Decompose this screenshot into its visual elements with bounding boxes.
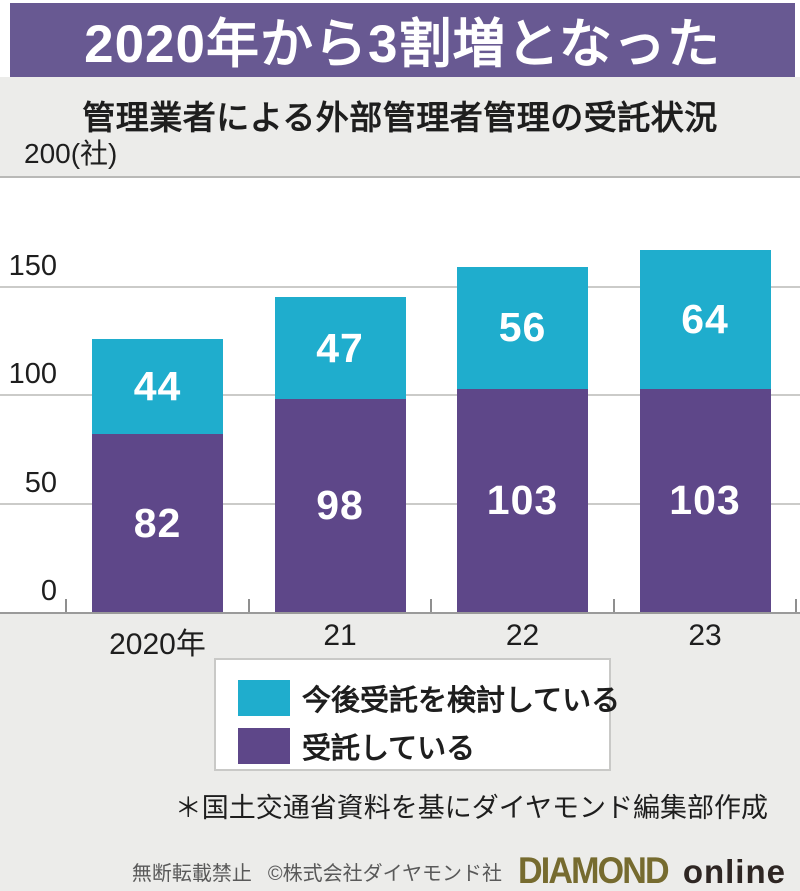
- bar-segment-21-今後受託を検討している: 47: [274, 297, 406, 400]
- y-tick-label-50: 50: [24, 466, 57, 499]
- chart-footer-panel: 2020年 21 22 23 今後受託を検討している 受託している ＊国土交通省資料を…: [0, 614, 800, 891]
- legend-label-contracted: 受託している: [302, 733, 476, 765]
- source-footnote: ＊国土交通省資料を基にダイヤモンド編集部作成: [174, 793, 768, 823]
- y-tick-label-0: 0: [40, 575, 57, 607]
- credit-line: 無断転載禁止 ©株式会社ダイヤモンド社 DIAMOND online: [132, 850, 786, 891]
- headline-title: 2020年から3割増となった: [84, 15, 721, 74]
- bar-segment-22-受託している: 103: [457, 388, 588, 612]
- x-axis-tick: [612, 599, 615, 612]
- x-axis-label-23: 23: [688, 619, 722, 652]
- legend-label-considering: 今後受託を検討している: [302, 685, 621, 717]
- x-axis-label-2020年: 2020年: [109, 628, 206, 661]
- legend-swatch-cyan: [238, 680, 290, 716]
- bar-value-label: 98: [316, 482, 364, 529]
- legend-item-contracted: 受託している: [238, 725, 475, 767]
- x-axis-tick: [795, 599, 798, 612]
- legend-swatch-purple: [238, 728, 290, 764]
- bar-segment-2020年-今後受託を検討している: 44: [92, 338, 223, 435]
- bar-value-label: 64: [681, 295, 729, 342]
- x-axis-label-22: 22: [505, 619, 540, 652]
- bar-segment-23-今後受託を検討している: 64: [639, 249, 771, 389]
- gridline-150: [0, 285, 800, 288]
- bar-segment-22-今後受託を検討している: 56: [457, 266, 588, 389]
- diamond-online-logo: DIAMOND online: [518, 850, 786, 891]
- chart-subtitle: 管理業者による外部管理者管理の受託状況: [82, 99, 718, 136]
- legend-box: 今後受託を検討している 受託している: [214, 658, 620, 771]
- y-tick-label-100: 100: [8, 358, 57, 390]
- legend-item-considering: 今後受託を検討している: [238, 677, 620, 719]
- x-axis-tick: [430, 599, 433, 612]
- x-axis-tick: [65, 599, 68, 612]
- copyright-text: ©株式会社ダイヤモンド社: [267, 862, 503, 885]
- bar-value-label: 44: [133, 362, 182, 409]
- x-axis-label-21: 21: [323, 619, 357, 652]
- bar-value-label: 56: [498, 304, 547, 351]
- chart-header-band: 管理業者による外部管理者管理の受託状況 200(社): [0, 77, 800, 178]
- bar-value-label: 103: [669, 476, 741, 523]
- bar-segment-2020年-受託している: 82: [92, 434, 223, 612]
- bar-value-label: 82: [133, 499, 182, 546]
- x-axis-tick: [247, 599, 250, 612]
- bar-value-label: 103: [486, 476, 559, 523]
- no-reproduction-text: 無断転載禁止: [131, 862, 252, 885]
- bar-segment-21-受託している: 98: [274, 399, 406, 612]
- logo-online-text: online: [682, 853, 786, 890]
- bar-segment-23-受託している: 103: [639, 388, 771, 612]
- y-axis-unit-label: 200(社): [24, 138, 118, 169]
- bar-value-label: 47: [316, 324, 364, 371]
- chart-plot-area: 0 50 100 150 82 44 98 47 103 56 103 64: [0, 178, 800, 614]
- y-tick-label-150: 150: [8, 249, 57, 282]
- logo-diamond-text: DIAMOND: [518, 850, 670, 891]
- headline-banner: 2020年から3割増となった: [10, 3, 795, 77]
